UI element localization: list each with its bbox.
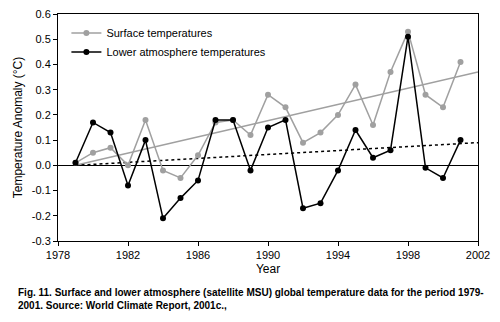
svg-text:1998: 1998	[396, 249, 420, 261]
svg-text:0.1: 0.1	[36, 134, 51, 146]
svg-text:0.5: 0.5	[36, 33, 51, 45]
svg-text:-0.2: -0.2	[32, 210, 51, 222]
svg-text:0.6: 0.6	[36, 8, 51, 20]
svg-text:Year: Year	[256, 262, 280, 276]
svg-text:0.0: 0.0	[36, 159, 51, 171]
svg-text:Surface temperatures: Surface temperatures	[106, 27, 212, 39]
svg-text:1990: 1990	[256, 249, 280, 261]
svg-text:1986: 1986	[186, 249, 210, 261]
svg-text:-0.3: -0.3	[32, 235, 51, 247]
svg-text:Lower atmosphere temperatures: Lower atmosphere temperatures	[106, 46, 265, 58]
svg-text:2002: 2002	[466, 249, 490, 261]
svg-text:0.4: 0.4	[36, 58, 51, 70]
svg-text:-0.1: -0.1	[32, 184, 51, 196]
svg-text:0.3: 0.3	[36, 84, 51, 96]
svg-text:Temperature Anomaly (°C): Temperature Anomaly (°C)	[11, 57, 25, 199]
svg-text:1982: 1982	[116, 249, 140, 261]
svg-text:0.2: 0.2	[36, 109, 51, 121]
svg-text:1994: 1994	[326, 249, 350, 261]
html-text:Fig. 11. Surface and lower atm: Fig. 11. Surface and lower atmosphere (s…	[18, 287, 484, 311]
svg-text:1978: 1978	[46, 249, 70, 261]
